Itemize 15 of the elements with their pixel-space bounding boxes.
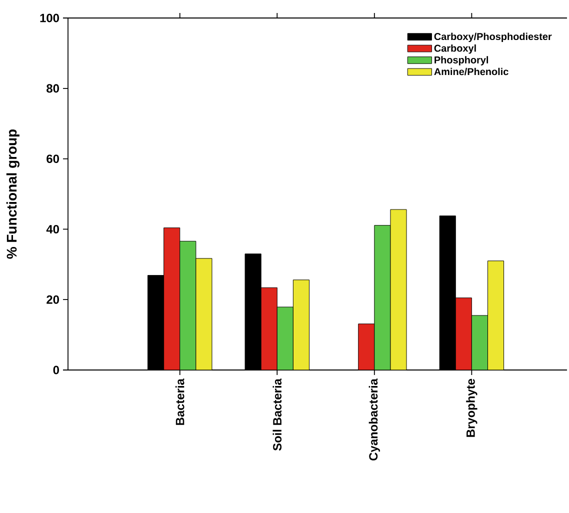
y-tick-label: 40	[46, 224, 59, 234]
legend-label: Carboxy/Phosphodiester	[434, 32, 552, 42]
legend-label: Amine/Phenolic	[434, 68, 508, 76]
y-tick-label: 100	[40, 14, 59, 22]
y-tick-label: 0	[53, 366, 59, 374]
y-tick-label: 60	[46, 154, 59, 164]
x-tick-label: Bryophyte	[466, 378, 478, 437]
y-tick-label: 20	[46, 295, 59, 304]
x-tick-label: Bacteria	[175, 378, 184, 425]
legend-label: Phosphoryl	[434, 56, 488, 66]
x-tick-label: Soil Bacteria	[272, 378, 282, 451]
legend-label: Carboxyl	[434, 44, 476, 54]
x-tick-label: Cyanobacteria	[368, 378, 380, 460]
y-tick-label: 80	[46, 84, 59, 93]
y-axis-title: % Functional group	[6, 129, 20, 259]
